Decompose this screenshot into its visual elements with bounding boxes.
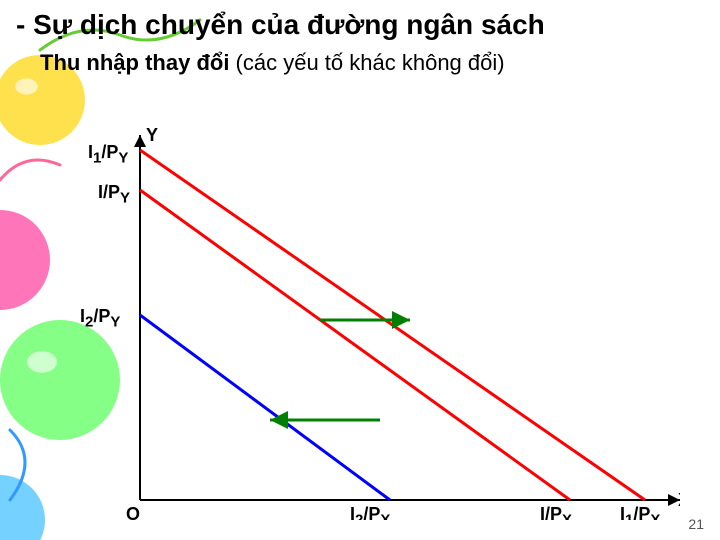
subtitle-rest: (các yếu tố khác không đổi) bbox=[229, 50, 504, 75]
chart-label-I_PX: I/PX bbox=[540, 504, 620, 520]
budget-line-chart: YI1/PYI/PYI2/PYOI2/PXI/PXI1/PXX bbox=[40, 120, 680, 520]
slide-title: - Sự dịch chuyển của đường ngân sách bbox=[16, 8, 704, 42]
slide-subtitle: Thu nhập thay đổi (các yếu tố khác không… bbox=[40, 50, 704, 76]
chart-label-O: O bbox=[126, 504, 206, 520]
subtitle-bold: Thu nhập thay đổi bbox=[40, 50, 229, 75]
chart-label-I2_PY: I2/PY bbox=[80, 306, 160, 331]
chart-label-I1_PY: I1/PY bbox=[88, 142, 168, 167]
chart-label-I1_PX: I1/PX bbox=[620, 504, 680, 520]
chart-label-X: X bbox=[678, 490, 680, 511]
chart-svg: YI1/PYI/PYI2/PYOI2/PXI/PXI1/PXX bbox=[40, 120, 680, 520]
chart-label-I_PY: I/PY bbox=[98, 182, 178, 207]
chart-label-I2_PX: I2/PX bbox=[350, 504, 430, 520]
page-number: 21 bbox=[688, 516, 704, 532]
